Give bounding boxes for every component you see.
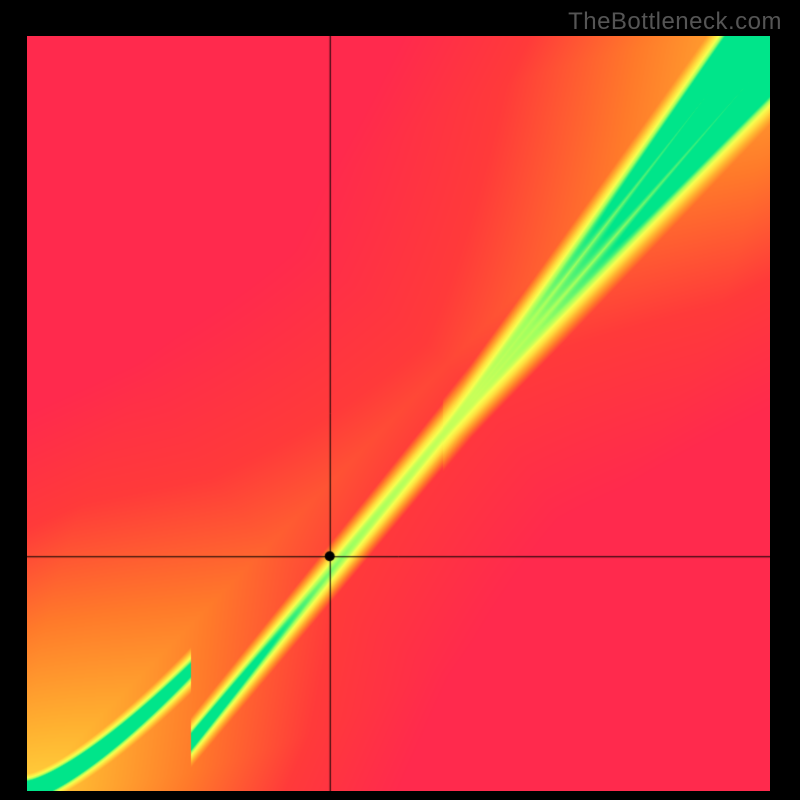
watermark-text: TheBottleneck.com xyxy=(568,8,782,36)
page-root: TheBottleneck.com xyxy=(0,0,800,800)
heatmap-plot xyxy=(27,36,770,791)
heatmap-canvas xyxy=(27,36,770,791)
